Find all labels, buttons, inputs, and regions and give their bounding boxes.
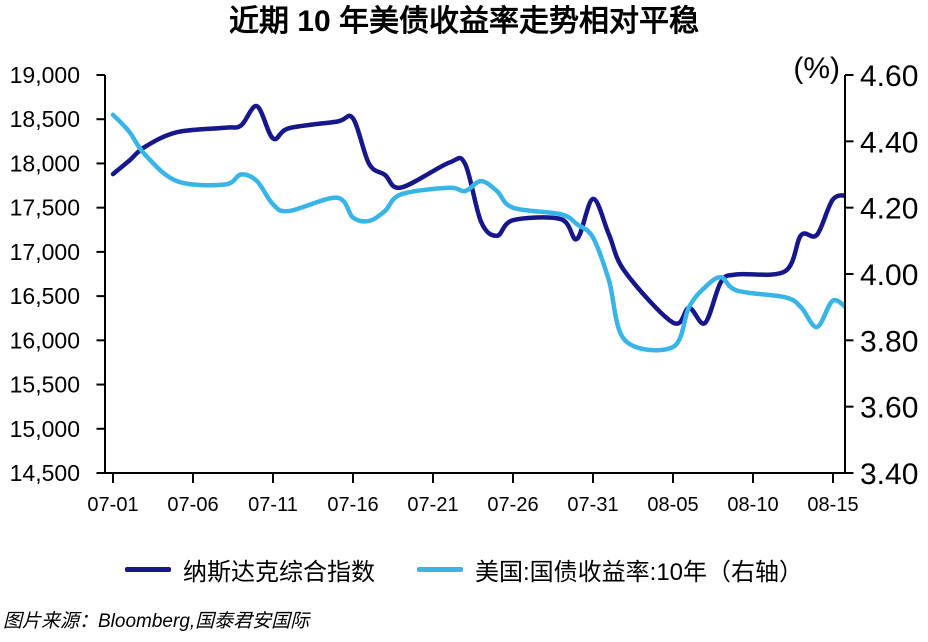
y-right-tick-label: 4.20 — [860, 193, 918, 226]
x-tick-label: 07-21 — [407, 494, 458, 516]
x-tick-label: 07-16 — [327, 494, 378, 516]
y-left-tick-label: 18,000 — [10, 150, 80, 176]
y-right-tick-label: 4.00 — [860, 259, 918, 292]
y-left-tick-label: 16,000 — [10, 327, 80, 353]
y-left-tick-label: 18,500 — [10, 106, 80, 132]
y-right-tick-label: 3.80 — [860, 325, 918, 358]
yield-line — [110, 112, 844, 353]
x-tick-label: 07-26 — [487, 494, 538, 516]
y-right-tick-label: 4.40 — [860, 126, 918, 159]
chart-legend: 纳斯达克综合指数 美国:国债收益率:10年（右轴） — [0, 552, 928, 586]
legend-label-nasdaq: 纳斯达克综合指数 — [182, 558, 375, 586]
nasdaq-line — [110, 103, 844, 326]
nasdaq-line-swatch — [124, 566, 171, 572]
x-tick-label: 08-05 — [647, 494, 698, 516]
chart-title: 近期 10 年美债收益率走势相对平稳 — [228, 5, 700, 38]
y-left-tick-label: 17,000 — [10, 239, 80, 265]
y-left-tick-label: 16,500 — [10, 283, 80, 309]
right-axis-unit-label: (%) — [793, 52, 840, 85]
legend-item-nasdaq: 纳斯达克综合指数 — [124, 552, 375, 587]
y-left-tick-label: 17,500 — [10, 195, 80, 221]
legend-label-yield: 美国:国债收益率:10年（右轴） — [474, 558, 804, 586]
y-left-tick-label: 15,000 — [10, 416, 80, 442]
x-tick-label: 08-15 — [807, 494, 858, 516]
legend-item-yield: 美国:国债收益率:10年（右轴） — [416, 552, 804, 587]
y-left-tick-label: 15,500 — [10, 372, 80, 398]
y-right-tick-label: 3.40 — [860, 458, 918, 491]
source-note: 图片来源：Bloomberg,国泰君安国际 — [3, 611, 310, 632]
y-left-tick-label: 14,500 — [10, 460, 80, 486]
chart-canvas: 19,000 18,500 18,000 17,500 17,000 16,500 16,0… — [10, 60, 919, 516]
x-tick-label: 07-31 — [567, 494, 618, 516]
x-tick-label: 07-06 — [167, 494, 218, 516]
x-tick-label: 07-11 — [248, 494, 298, 516]
y-right-tick-label: 4.60 — [860, 60, 918, 93]
x-tick-label: 08-10 — [727, 494, 778, 516]
x-tick-label: 07-01 — [87, 494, 138, 516]
y-right-tick-label: 3.60 — [860, 392, 918, 425]
y-left-tick-label: 19,000 — [10, 62, 80, 88]
yield-line-swatch — [416, 566, 463, 572]
